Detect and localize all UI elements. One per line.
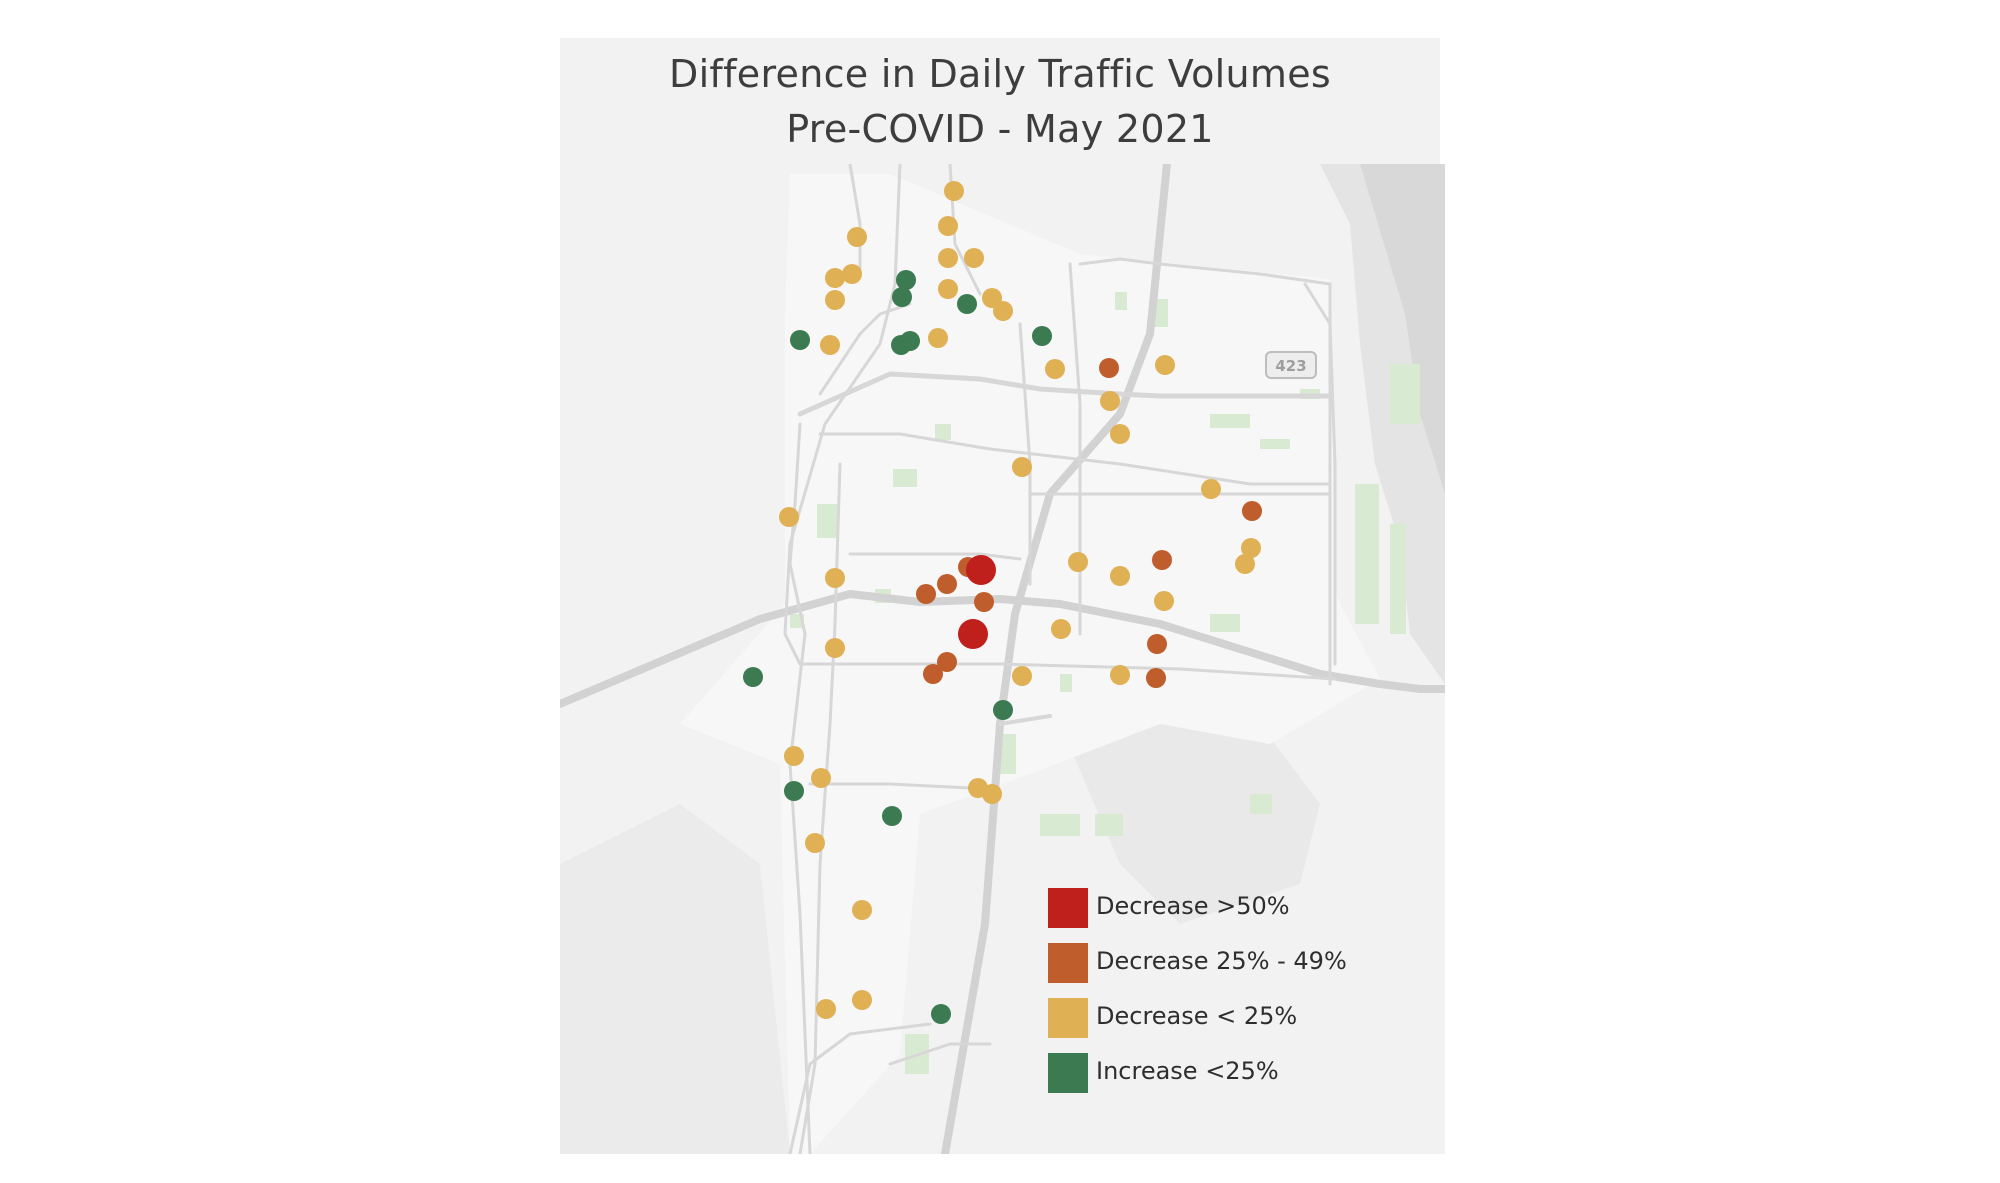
map-subtitle: Pre-COVID - May 2021: [786, 107, 1214, 151]
traffic-point-decrease-lt25[interactable]: [938, 279, 958, 299]
traffic-point-decrease-lt25[interactable]: [1110, 566, 1130, 586]
route-shield: 423: [1265, 351, 1317, 379]
traffic-point-decrease-lt25[interactable]: [1110, 665, 1130, 685]
traffic-point-decrease-lt25[interactable]: [820, 335, 840, 355]
traffic-point-decrease-25-49[interactable]: [937, 652, 957, 672]
interstate-25: [941, 164, 1171, 1154]
title-panel: Difference in Daily Traffic Volumes Pre-…: [560, 38, 1440, 164]
traffic-point-decrease-lt25[interactable]: [825, 290, 845, 310]
traffic-point-decrease-25-49[interactable]: [1152, 550, 1172, 570]
traffic-point-decrease-lt25[interactable]: [928, 328, 948, 348]
road-network: [560, 164, 1445, 1154]
traffic-point-increase-lt25[interactable]: [900, 331, 920, 351]
traffic-point-decrease-lt25[interactable]: [1154, 591, 1174, 611]
traffic-point-decrease-lt25[interactable]: [1100, 391, 1120, 411]
legend-swatch: [1048, 943, 1088, 983]
traffic-point-decrease-lt25[interactable]: [825, 568, 845, 588]
traffic-point-decrease-lt25[interactable]: [1201, 479, 1221, 499]
traffic-point-increase-lt25[interactable]: [882, 806, 902, 826]
traffic-point-decrease-lt25[interactable]: [805, 833, 825, 853]
traffic-point-decrease-25-49[interactable]: [974, 592, 994, 612]
traffic-point-decrease-25-49[interactable]: [937, 574, 957, 594]
terrain-shading: [560, 164, 1445, 1154]
traffic-point-increase-lt25[interactable]: [790, 330, 810, 350]
traffic-point-decrease-lt25[interactable]: [825, 638, 845, 658]
traffic-point-decrease-lt25[interactable]: [982, 784, 1002, 804]
traffic-point-decrease-lt25[interactable]: [811, 768, 831, 788]
traffic-point-decrease-lt25[interactable]: [993, 301, 1013, 321]
route-shield-label: 423: [1275, 357, 1306, 375]
traffic-point-decrease-lt25[interactable]: [847, 227, 867, 247]
traffic-point-decrease-25-49[interactable]: [1242, 501, 1262, 521]
traffic-point-decrease-lt25[interactable]: [1012, 666, 1032, 686]
traffic-point-increase-lt25[interactable]: [993, 700, 1013, 720]
legend-label: Decrease < 25%: [1096, 1002, 1298, 1030]
traffic-point-decrease-lt25[interactable]: [852, 900, 872, 920]
traffic-point-increase-lt25[interactable]: [892, 287, 912, 307]
traffic-point-decrease-lt25[interactable]: [964, 248, 984, 268]
traffic-point-decrease-lt25[interactable]: [816, 999, 836, 1019]
traffic-point-decrease-25-49[interactable]: [1146, 668, 1166, 688]
traffic-point-increase-lt25[interactable]: [743, 667, 763, 687]
traffic-point-decrease-lt25[interactable]: [1012, 457, 1032, 477]
traffic-point-decrease-lt25[interactable]: [1241, 538, 1261, 558]
traffic-point-decrease-lt25[interactable]: [1155, 355, 1175, 375]
traffic-point-decrease-25-49[interactable]: [916, 584, 936, 604]
traffic-point-decrease-lt25[interactable]: [1110, 424, 1130, 444]
map-title: Difference in Daily Traffic Volumes: [669, 52, 1331, 96]
traffic-point-decrease-lt25[interactable]: [1235, 554, 1255, 574]
legend-swatch: [1048, 888, 1088, 928]
traffic-point-decrease-25-49[interactable]: [923, 664, 943, 684]
traffic-point-decrease-lt25[interactable]: [779, 507, 799, 527]
traffic-point-decrease-lt25[interactable]: [944, 181, 964, 201]
traffic-points: [743, 181, 1262, 1024]
traffic-point-decrease-25-49[interactable]: [1099, 358, 1119, 378]
traffic-point-decrease-25-49[interactable]: [1147, 634, 1167, 654]
traffic-point-increase-lt25[interactable]: [1032, 326, 1052, 346]
traffic-point-decrease-lt25[interactable]: [784, 746, 804, 766]
traffic-point-decrease-lt25[interactable]: [938, 248, 958, 268]
map-canvas[interactable]: 423: [560, 164, 1445, 1154]
interstate-40: [560, 590, 1445, 708]
traffic-point-decrease-lt25[interactable]: [852, 990, 872, 1010]
traffic-point-decrease-lt25[interactable]: [1045, 359, 1065, 379]
traffic-point-decrease-lt25[interactable]: [842, 264, 862, 284]
map-figure: Difference in Daily Traffic Volumes Pre-…: [560, 38, 1445, 1154]
traffic-point-increase-lt25[interactable]: [957, 294, 977, 314]
legend-label: Decrease 25% - 49%: [1096, 947, 1347, 975]
traffic-point-decrease-gt50[interactable]: [958, 619, 988, 649]
traffic-point-decrease-lt25[interactable]: [938, 216, 958, 236]
legend-label: Decrease >50%: [1096, 892, 1290, 920]
traffic-point-increase-lt25[interactable]: [896, 270, 916, 290]
legend-label: Increase <25%: [1096, 1057, 1279, 1085]
traffic-point-increase-lt25[interactable]: [931, 1004, 951, 1024]
legend-swatch: [1048, 1053, 1088, 1093]
traffic-point-decrease-lt25[interactable]: [825, 268, 845, 288]
traffic-point-decrease-gt50[interactable]: [966, 555, 996, 585]
traffic-point-decrease-lt25[interactable]: [1051, 619, 1071, 639]
traffic-point-increase-lt25[interactable]: [784, 781, 804, 801]
traffic-point-decrease-lt25[interactable]: [1068, 552, 1088, 572]
legend-swatch: [1048, 998, 1088, 1038]
